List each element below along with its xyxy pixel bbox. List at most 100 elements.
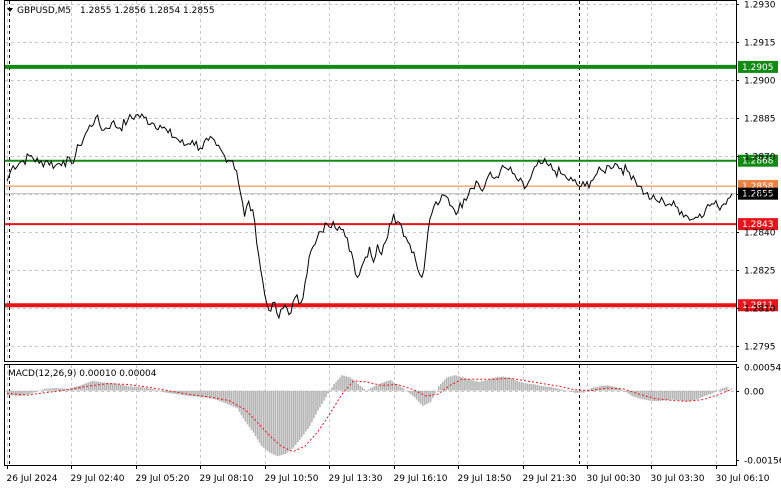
macd-histogram-bar xyxy=(395,384,398,391)
y-tick-label: 1.2870 xyxy=(744,153,776,163)
price-level-badge xyxy=(738,299,778,312)
macd-histogram-bar xyxy=(129,386,132,391)
macd-histogram-bar xyxy=(295,390,297,445)
time-axis[interactable]: 26 Jul 2024 29 Jul 02:40 29 Jul 05:20 29 Ju… xyxy=(7,465,770,484)
macd-histogram-bar xyxy=(464,378,466,391)
macd-histogram-bar xyxy=(264,390,267,450)
macd-histogram-bar xyxy=(613,386,615,391)
macd-histogram-bar xyxy=(109,383,112,391)
macd-histogram-bar xyxy=(27,390,29,395)
macd-histogram-bar xyxy=(532,384,535,391)
macd-histogram-bar xyxy=(252,390,255,433)
macd-histogram-bar xyxy=(276,390,279,457)
macd-histogram-bar xyxy=(196,390,198,397)
macd-histogram-bar xyxy=(303,390,305,435)
macd-histogram-bar xyxy=(371,387,374,391)
macd-histogram-bar xyxy=(278,390,281,456)
x-tick-label: 30 Jul 06:10 xyxy=(716,474,770,484)
macd-histogram-bar xyxy=(282,390,285,455)
macd-histogram-bar xyxy=(61,388,63,391)
macd-histogram-bar xyxy=(667,390,670,400)
macd-histogram-bar xyxy=(83,383,86,391)
macd-histogram-bar xyxy=(232,390,235,407)
macd-histogram-bar xyxy=(518,381,521,391)
macd-histogram-bar xyxy=(492,378,494,391)
macd-histogram-bar xyxy=(327,390,329,394)
macd-histogram-bar xyxy=(669,390,672,400)
macd-histogram-bar xyxy=(623,390,625,392)
price-level-label: 1.2843 xyxy=(742,220,774,230)
price-level-label: 1.2811 xyxy=(742,301,774,311)
dropdown-triangle-icon[interactable] xyxy=(7,8,13,12)
macd-histogram-bar xyxy=(315,390,317,415)
macd-histogram-bar xyxy=(605,385,607,391)
macd-histogram-bar xyxy=(697,390,700,399)
price-level-label: 1.2868 xyxy=(742,157,774,167)
macd-histogram-bar xyxy=(462,377,464,391)
main-plot-frame xyxy=(4,0,737,362)
macd-tick-label: -0.00156 xyxy=(744,457,781,467)
macd-histogram-bar xyxy=(125,385,128,391)
macd-histogram-bar xyxy=(212,390,214,399)
macd-histogram-bar xyxy=(645,390,647,400)
macd-histogram-bar xyxy=(49,388,51,391)
macd-histogram-bar xyxy=(562,389,565,391)
macd-histogram-bar xyxy=(558,388,561,391)
macd-histogram-bar xyxy=(333,384,335,391)
macd-histogram-bar xyxy=(135,386,138,391)
macd-histogram-bar xyxy=(73,387,76,391)
macd-histogram-bar xyxy=(442,381,444,391)
macd-histogram-bar xyxy=(440,384,442,391)
macd-histogram-bar xyxy=(105,382,108,391)
macd-histogram-bar xyxy=(375,385,378,391)
macd-histogram-bar xyxy=(550,387,553,391)
macd-histogram-bar xyxy=(647,390,649,401)
macd-histogram-bar xyxy=(637,390,639,398)
macd-axis: 0.00054 0.00 -0.00156 xyxy=(736,364,781,467)
macd-histogram-bar xyxy=(585,390,587,392)
macd-histogram-bar xyxy=(25,390,27,395)
macd-histogram-bar xyxy=(331,387,333,391)
macd-histogram-bar xyxy=(438,386,440,391)
macd-histogram-bar xyxy=(460,376,462,391)
macd-histogram-bar xyxy=(572,390,575,393)
macd-histogram-bar xyxy=(113,383,116,391)
macd-histogram-bar xyxy=(347,376,349,391)
day-separators xyxy=(9,1,580,465)
macd-histogram-bar xyxy=(595,387,597,391)
y-tick-label: 1.2885 xyxy=(744,115,776,125)
macd-histogram-bar xyxy=(546,386,549,391)
y-tick-label: 1.2930 xyxy=(744,1,776,11)
macd-histogram-bar xyxy=(677,390,680,401)
macd-histogram-bar xyxy=(512,379,515,391)
price-axis[interactable]: 1.29301.29151.29001.28851.28701.28551.28… xyxy=(736,1,776,353)
macd-histogram-bar xyxy=(415,390,418,400)
macd-histogram-bar xyxy=(55,388,57,391)
macd-histogram-bar xyxy=(101,382,104,391)
macd-histogram-bar xyxy=(560,389,563,391)
macd-histogram-bar xyxy=(162,390,164,392)
macd-histogram-bar xyxy=(528,383,531,391)
macd-histogram-bar xyxy=(482,380,484,391)
macd-histogram-bar xyxy=(268,390,271,453)
macd-histogram-bar xyxy=(250,390,253,430)
macd-histogram-bar xyxy=(248,390,251,428)
y-tick-label: 1.2840 xyxy=(744,229,776,239)
macd-histogram-bar xyxy=(665,390,668,401)
macd-histogram-bar xyxy=(570,390,573,392)
macd-histogram-bar xyxy=(15,390,17,396)
price-series xyxy=(6,113,733,320)
macd-histogram-bar xyxy=(699,390,702,398)
macd-histogram-bar xyxy=(204,390,206,398)
macd-histogram-bar xyxy=(121,384,124,391)
macd-histogram-bar xyxy=(466,378,468,391)
macd-histogram-bar xyxy=(258,390,261,443)
macd-histogram-bar xyxy=(639,390,641,399)
macd-histogram-bar xyxy=(496,377,498,391)
macd-histogram-bar xyxy=(280,390,283,456)
macd-histogram-bar xyxy=(554,388,557,391)
macd-histogram-bar xyxy=(725,386,728,391)
macd-histogram-bar xyxy=(170,390,172,394)
macd-histogram-bar xyxy=(552,387,555,391)
